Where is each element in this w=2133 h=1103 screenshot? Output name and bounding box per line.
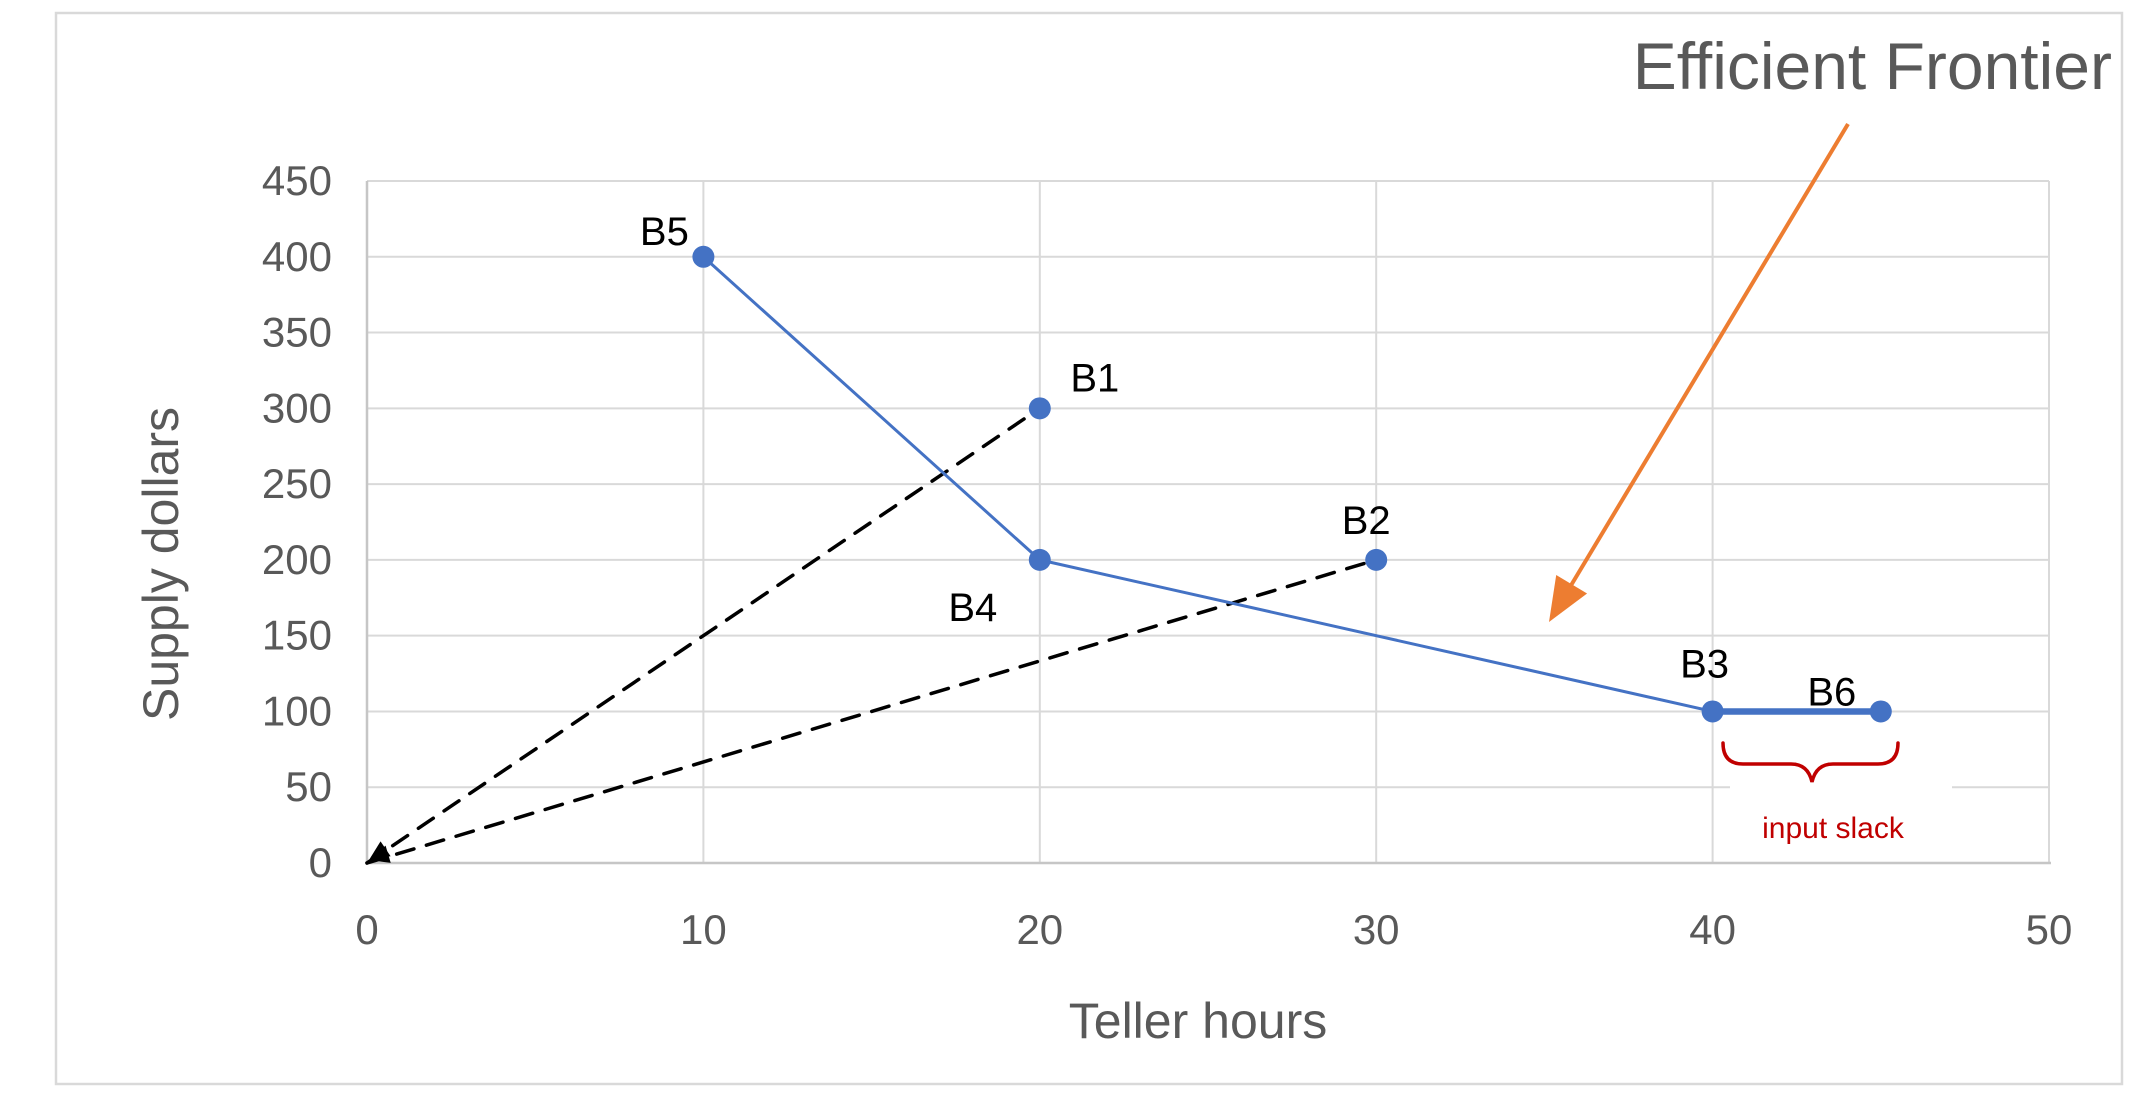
frontier-arrow-line (1564, 122, 1850, 594)
origin-rays (365, 406, 1378, 865)
input-slack-brace (1721, 741, 1900, 783)
data-point-labels: B5 B1 B4 B2 B3 B6 (640, 210, 1856, 715)
y-tick-250: 250 (262, 460, 332, 507)
point-label-B1: B1 (1070, 356, 1119, 400)
point-label-B4: B4 (948, 586, 997, 630)
x-tick-10: 10 (680, 906, 727, 953)
axis-lines (365, 181, 2051, 865)
x-tick-0: 0 (355, 906, 378, 953)
y-axis-title: Supply dollars (133, 407, 189, 721)
origin-ray-to-B2-arrowhead (369, 845, 391, 863)
data-point-B2 (1365, 548, 1388, 571)
frontier-callout-arrow (1549, 122, 1850, 622)
x-tick-50: 50 (2026, 906, 2073, 953)
x-tick-20: 20 (1016, 906, 1063, 953)
y-tick-300: 300 (262, 384, 332, 431)
input-slack-white-box (1730, 752, 1952, 856)
frontier-arrowhead (1549, 575, 1588, 622)
data-point-B6 (1869, 700, 1892, 723)
data-point-B5 (692, 245, 715, 268)
y-tick-150: 150 (262, 612, 332, 659)
input-slack-backdrop (1730, 752, 1952, 856)
data-point-B4 (1028, 548, 1051, 571)
y-tick-100: 100 (262, 687, 332, 734)
data-point-B3 (1701, 700, 1724, 723)
point-label-B3: B3 (1680, 642, 1729, 686)
y-tick-350: 350 (262, 309, 332, 356)
x-tick-30: 30 (1353, 906, 1400, 953)
y-tick-450: 450 (262, 157, 332, 204)
data-point-B1 (1028, 397, 1051, 420)
chart-title: Efficient Frontier (1633, 29, 2112, 103)
axis-tick-labels: 0 50 100 150 200 250 300 350 400 450 0 10 20 30 40 50 (262, 157, 2072, 953)
y-tick-0: 0 (309, 839, 332, 886)
point-label-B6: B6 (1807, 670, 1856, 714)
y-tick-400: 400 (262, 233, 332, 280)
x-tick-40: 40 (1689, 906, 1736, 953)
origin-ray-to-B2 (365, 558, 1378, 865)
data-point-markers (692, 245, 1892, 723)
y-tick-50: 50 (285, 763, 332, 810)
input-slack-brace-path (1721, 741, 1900, 783)
chart-frame (54, 11, 2124, 1086)
y-tick-200: 200 (262, 536, 332, 583)
origin-ray-to-B1 (365, 406, 1042, 865)
point-label-B2: B2 (1342, 499, 1391, 543)
input-slack-label: input slack (1762, 812, 1905, 845)
point-label-B5: B5 (640, 210, 689, 254)
x-axis-title: Teller hours (1069, 993, 1327, 1049)
